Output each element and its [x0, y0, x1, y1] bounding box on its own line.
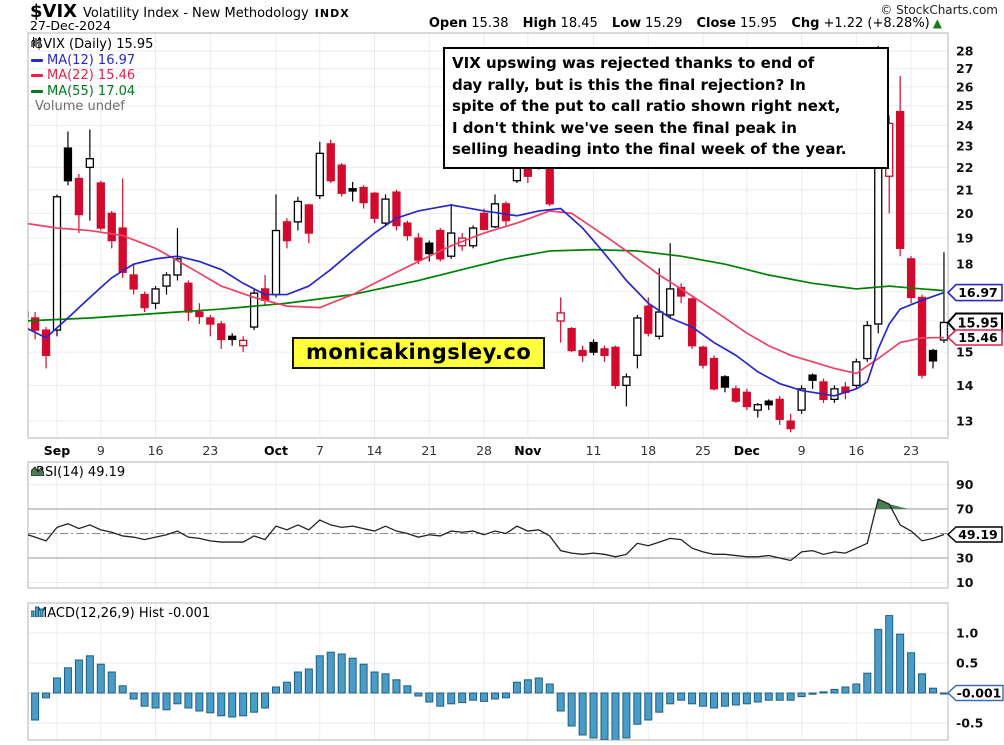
- legend-ma55-label: MA(55) 17.04: [47, 83, 136, 99]
- annotation-box: VIX upswing was rejected thanks to end o…: [443, 47, 889, 169]
- price-axis-label: 27: [956, 61, 973, 76]
- chg-label: Chg: [791, 16, 820, 31]
- date-axis-label: 21: [421, 443, 437, 458]
- rsi-legend: RSI(14) 49.19: [31, 465, 125, 480]
- price-axis-label: 15: [956, 345, 973, 360]
- open-value: 15.38: [471, 16, 509, 31]
- date-axis-label: Dec: [734, 443, 760, 458]
- date-axis-label: Sep: [44, 443, 70, 458]
- price-axis-label: 14: [956, 378, 974, 393]
- price-axis-label: 28: [956, 44, 973, 59]
- ma55-line-swatch: [31, 90, 43, 94]
- legend-series-label: $VIX (Daily) 15.95: [35, 37, 154, 52]
- ma22-callout-value: 15.46: [958, 330, 998, 345]
- macd-axis-label: -0.5: [956, 716, 983, 731]
- chg-value: +1.22 (+8.28%): [823, 16, 930, 31]
- legend-ma12: MA(12) 16.97: [31, 53, 153, 69]
- high-label: High: [522, 16, 557, 31]
- date-axis-label: 18: [640, 443, 656, 458]
- legend-ma12-label: MA(12) 16.97: [47, 52, 136, 68]
- macd-histogram-panel[interactable]: [21, 615, 948, 741]
- moving-average-lines: [28, 204, 945, 397]
- price-axis-label: 24: [956, 118, 974, 133]
- price-axis-label: 20: [956, 206, 974, 221]
- date-axis-label: 28: [476, 443, 492, 458]
- price-axis-label: 18: [956, 257, 973, 272]
- ma12-line-swatch: [31, 58, 43, 62]
- exchange: INDX: [314, 7, 350, 20]
- legend-ma22-label: MA(22) 15.46: [47, 68, 136, 84]
- price-axis-label: 23: [956, 138, 973, 153]
- legend-volume: Volume undef: [31, 38, 153, 115]
- high-value: 18.45: [560, 16, 598, 31]
- open-label: Open: [428, 16, 468, 31]
- annotation-line: I don't think we've seen the final peak …: [452, 118, 797, 137]
- price-axis-label: 25: [956, 98, 973, 113]
- title-row: $VIX Volatility Index - New Methodology IN…: [30, 1, 350, 22]
- macd-axis-label: 1.0: [956, 626, 978, 641]
- price-axis-label: 26: [956, 79, 974, 94]
- symbol: $VIX: [30, 1, 78, 22]
- price-axis-label: 19: [956, 231, 973, 246]
- annotation-line: selling heading into the final week of t…: [452, 140, 847, 158]
- close-label: Close: [696, 16, 736, 31]
- quote-row: Open 15.38 High 18.45 Low 15.29 Close 15.95 …: [419, 16, 942, 31]
- chart-legend: $VIX (Daily) 15.95 MA(12) 16.97 MA(22) 1…: [31, 37, 153, 115]
- macd-axis-label: 0.5: [956, 656, 978, 671]
- up-arrow-icon: ▲: [932, 16, 942, 30]
- date-axis-label: 11: [586, 443, 602, 458]
- legend-series: $VIX (Daily) 15.95: [31, 37, 153, 53]
- annotation-line: day rally, but is this the final rejecti…: [452, 75, 806, 94]
- close-value: 15.95: [739, 16, 778, 31]
- rsi-panel[interactable]: [24, 498, 945, 562]
- date-axis-label: 25: [695, 443, 711, 458]
- date-axis-label: Oct: [264, 443, 288, 458]
- rsi-callout: 49.19: [946, 526, 1003, 543]
- stockcharts-credit: © StockCharts.com: [880, 3, 998, 17]
- macd-callout-value: -0.001: [957, 685, 1002, 700]
- date-axis-label: 16: [148, 443, 164, 458]
- ma12-price-callout: 16.97: [946, 283, 1003, 302]
- legend-volume-label: Volume undef: [35, 99, 125, 115]
- rsi-callout-value: 49.19: [958, 527, 998, 542]
- watermark: monicakingsley.co: [292, 337, 546, 369]
- last-price-callout: 15.95: [946, 312, 1003, 333]
- low-value: 15.29: [645, 16, 683, 31]
- candlestick-series[interactable]: [21, 45, 948, 433]
- legend-ma55: MA(55) 17.04: [31, 84, 153, 100]
- symbol-name: Volatility Index - New Methodology: [83, 6, 309, 21]
- rsi-axis-label: 70: [956, 502, 974, 517]
- date-axis-label: 9: [97, 443, 105, 458]
- ma12-callout-value: 16.97: [958, 285, 998, 300]
- last-price-value: 15.95: [957, 317, 998, 332]
- date-axis-label: 16: [848, 443, 864, 458]
- macd-callout: -0.001: [946, 684, 1004, 702]
- annotation-line: VIX upswing was rejected thanks to end o…: [452, 54, 815, 72]
- rsi-axis-label: 10: [956, 575, 974, 590]
- ma22-line-swatch: [31, 74, 43, 78]
- macd-legend: MACD(12,26,9) Hist -0.001: [31, 606, 210, 621]
- rsi-axis-label: 90: [956, 477, 974, 492]
- price-axis-label: 21: [956, 182, 973, 197]
- annotation-line: spite of the put to call ratio shown rig…: [452, 97, 841, 115]
- price-axis-label: 22: [956, 160, 973, 175]
- price-axis-label: 13: [956, 414, 973, 429]
- date-axis-label: 9: [798, 443, 806, 458]
- chart-date: 27-Dec-2024: [30, 18, 111, 33]
- low-label: Low: [611, 16, 642, 31]
- date-axis-label: 14: [367, 443, 383, 458]
- rsi-legend-label: RSI(14) 49.19: [36, 465, 126, 480]
- date-axis-label: 23: [903, 443, 919, 458]
- date-axis-label: 23: [202, 443, 218, 458]
- rsi-axis-label: 30: [956, 551, 974, 566]
- macd-legend-label: MACD(12,26,9) Hist -0.001: [36, 606, 211, 621]
- date-axis-label: 7: [316, 443, 324, 458]
- date-axis-label: Nov: [514, 443, 541, 458]
- ma22-price-callout: 15.46: [946, 329, 1003, 346]
- legend-ma22: MA(22) 15.46: [31, 68, 153, 84]
